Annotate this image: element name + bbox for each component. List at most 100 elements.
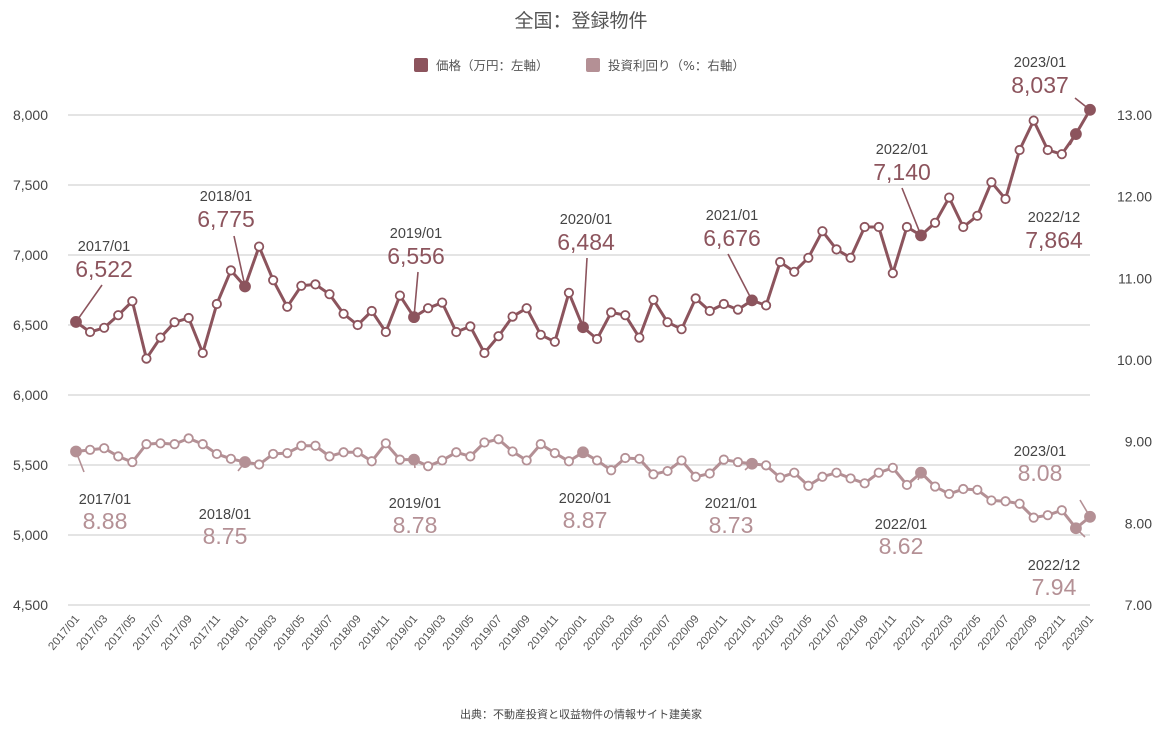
legend-label-price: 価格（万円：左軸） [436,58,549,73]
data-point [845,473,856,484]
data-point [732,456,744,468]
data-point [113,310,124,321]
data-point [944,488,955,500]
data-point [1084,103,1096,116]
data-point [887,268,898,279]
y-left-tick-label: 6,000 [13,387,48,403]
data-point [99,443,110,454]
data-point [310,279,321,290]
data-point [239,280,251,293]
data-point [1000,193,1011,205]
data-point [929,217,941,228]
data-point [831,467,842,478]
data-point [606,465,617,476]
data-point [648,469,659,480]
data-point [352,447,363,458]
data-point [211,298,222,310]
annotation-value: 8.73 [709,512,754,538]
annotation-date: 2018/01 [200,189,252,205]
annotation-value: 6,556 [387,243,445,269]
data-point [760,460,772,471]
data-point [141,439,152,450]
annotation-date: 2021/01 [706,208,758,224]
data-point [591,455,603,466]
data-point [887,462,898,473]
data-point [296,440,307,451]
data-point [437,455,448,466]
annotation-date: 2023/01 [1014,55,1066,71]
annotations: 2017/016,5222018/016,7752019/016,5562020… [75,55,1083,600]
data-point [239,456,251,468]
data-point [662,465,673,477]
data-point [338,447,349,458]
x-axis: 2017/012017/032017/052017/072017/092017/… [46,613,1096,653]
data-point [141,353,152,364]
annotation-date: 2019/01 [390,226,442,242]
data-point [282,301,293,312]
data-point [507,446,518,457]
data-point [634,332,645,343]
data-point [535,439,546,450]
annotation-value: 6,775 [197,206,255,232]
y-left-tick-label: 7,500 [13,177,48,193]
data-point [648,294,659,305]
chart-title: 全国：登録物件 [514,10,647,32]
y-left-tick-label: 6,500 [13,317,48,333]
annotation-date: 2020/01 [560,212,612,228]
annotation-value: 6,522 [75,256,133,282]
data-point [958,221,969,233]
annotation-date: 2021/01 [705,496,757,512]
data-point [479,437,490,448]
data-point [718,454,729,465]
annotation-date: 2017/01 [78,239,130,255]
y-right-tick-label: 8.00 [1125,515,1152,531]
data-point [789,266,800,277]
data-point [859,221,870,233]
data-point [84,444,96,455]
annotation-value: 7.94 [1032,574,1077,600]
data-point [225,265,237,276]
data-point [155,438,166,449]
data-point [634,453,645,464]
data-point [831,244,842,255]
data-point [591,333,603,345]
data-point [127,456,138,468]
data-point [549,336,560,347]
annotation-leader [582,257,588,328]
data-point [169,439,180,450]
legend-swatch-yield [586,58,600,72]
legend: 価格（万円：左軸） 投資利回り（%：右軸） [414,58,745,73]
data-point [1056,505,1067,516]
series-points [70,103,1096,535]
data-point [183,433,194,444]
annotation-date: 2022/12 [1028,210,1080,226]
data-point [873,221,884,233]
data-point [1000,496,1011,507]
annotation-value: 8.62 [879,533,924,559]
y-left-tick-label: 8,000 [13,107,48,123]
y-right-tick-label: 12.00 [1117,189,1152,205]
data-point [577,446,589,459]
annotation-date: 2017/01 [79,492,131,508]
data-point [929,481,941,492]
annotation-date: 2022/01 [876,142,928,158]
data-point [253,241,265,252]
data-point [690,293,701,304]
data-point [803,480,814,491]
annotation-leader [233,235,246,287]
data-point [746,294,758,307]
data-point [817,471,828,482]
data-point [535,329,546,340]
y-right-tick-label: 9.00 [1125,434,1152,450]
data-point [563,456,575,467]
data-point [1070,522,1082,535]
data-point [521,455,532,466]
data-point [225,453,237,464]
annotation-date: 2022/01 [875,517,927,533]
annotation-value: 8,037 [1011,72,1069,98]
y-axis-left: 4,500 5,000 5,500 6,000 6,500 7,000 7,500 8,000 [13,107,48,613]
annotation-value: 8.75 [203,523,248,549]
data-point [789,467,800,478]
data-point [704,468,715,479]
